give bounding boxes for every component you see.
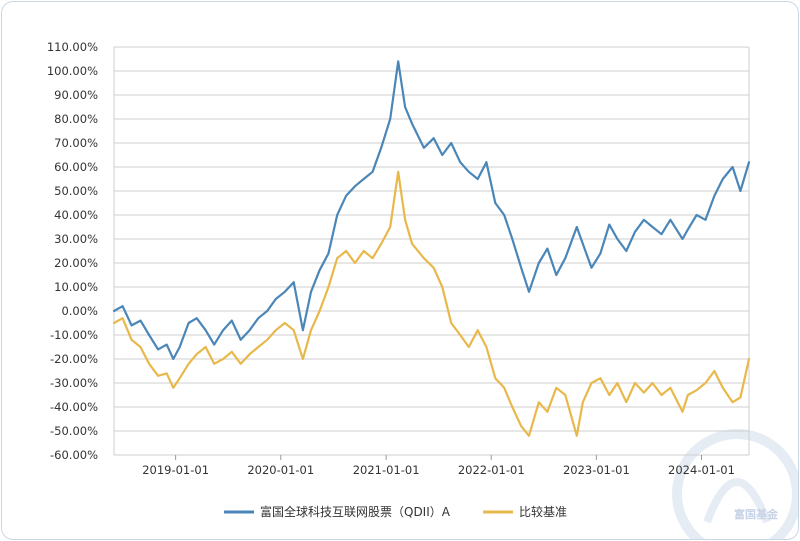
legend-label-1: 富国全球科技互联网股票（QDII）A <box>260 504 451 519</box>
series-line-2 <box>112 170 751 437</box>
y-tick-label: 70.00% <box>54 136 98 150</box>
chart-series <box>112 60 751 437</box>
watermark-text: 富国基金 <box>734 507 779 521</box>
x-axis-ticks: 2019-01-01 2020-01-01 2021-01-01 2022-01-01… <box>142 455 735 477</box>
y-tick-label: 30.00% <box>54 232 98 246</box>
x-tick-label: 2020-01-01 <box>247 463 314 477</box>
x-tick-label: 2019-01-01 <box>142 463 209 477</box>
y-axis-ticks: 110.00% 100.00% 90.00% 80.00% 70.00% 60.00% 50… <box>47 40 98 462</box>
x-tick-label: 2024-01-01 <box>668 463 735 477</box>
x-tick-label: 2021-01-01 <box>353 463 420 477</box>
watermark-logo-ring-icon <box>672 429 798 539</box>
chart-legend: 富国全球科技互联网股票（QDII）A 比较基准 <box>224 504 567 519</box>
y-tick-label: 10.00% <box>54 280 98 294</box>
y-tick-label: -20.00% <box>50 352 98 366</box>
y-tick-label: -60.00% <box>50 448 98 462</box>
y-tick-label: 60.00% <box>54 160 98 174</box>
chart-grid <box>113 46 750 456</box>
y-tick-label: 50.00% <box>54 184 98 198</box>
series-line-1 <box>112 60 751 361</box>
x-tick-label: 2023-01-01 <box>563 463 630 477</box>
watermark-logo-mark-icon <box>703 478 771 524</box>
y-tick-label: -50.00% <box>50 424 98 438</box>
y-tick-label: 40.00% <box>54 208 98 222</box>
legend-label-2: 比较基准 <box>519 504 567 519</box>
y-tick-label: 20.00% <box>54 256 98 270</box>
y-tick-label: 110.00% <box>47 40 98 54</box>
y-tick-label: -30.00% <box>50 376 98 390</box>
y-tick-label: 80.00% <box>54 112 98 126</box>
y-tick-label: 90.00% <box>54 88 98 102</box>
brand-watermark: 富国基金 <box>672 429 798 539</box>
y-tick-label: -40.00% <box>50 400 98 414</box>
x-tick-label: 2022-01-01 <box>458 463 525 477</box>
y-tick-label: 100.00% <box>47 64 98 78</box>
y-tick-label: -10.00% <box>50 328 98 342</box>
y-tick-label: 0.00% <box>61 304 98 318</box>
